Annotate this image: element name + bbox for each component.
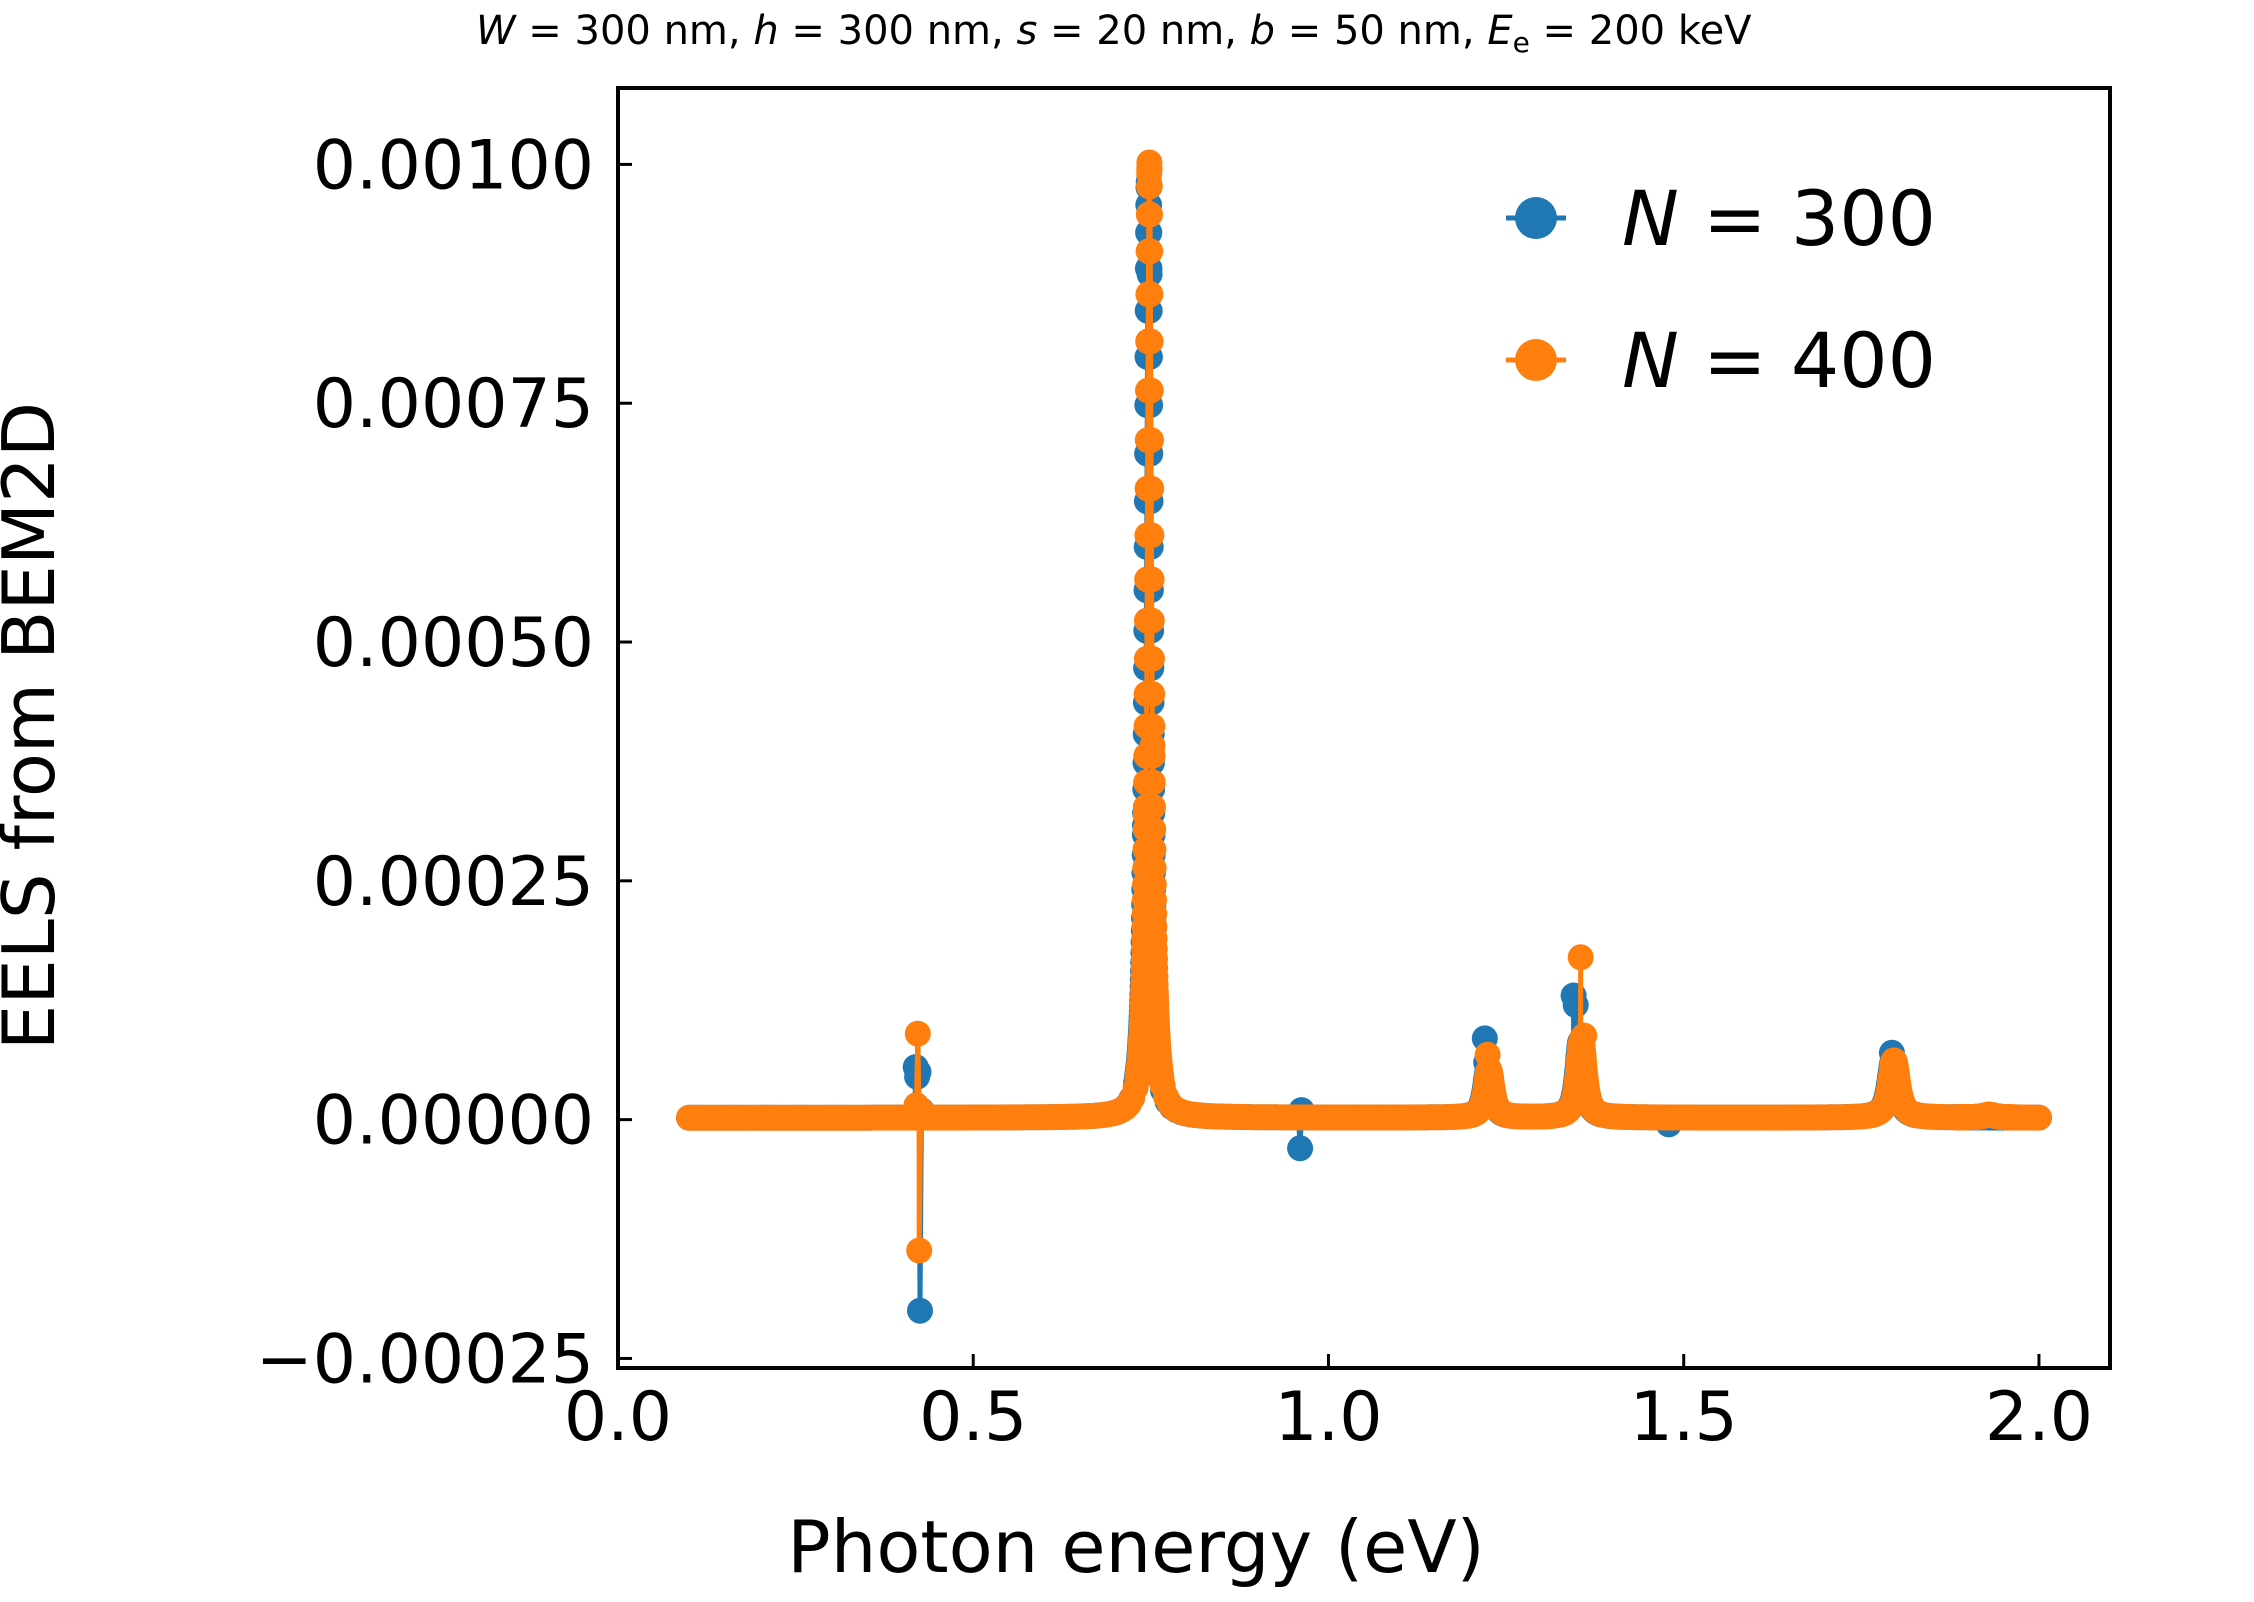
- y-tick-label: 0.00075: [313, 365, 594, 444]
- title-text: W = 300 nm, h = 300 nm, s = 20 nm, b = 5…: [476, 8, 1752, 59]
- title-part: = 20 nm,: [1037, 8, 1249, 54]
- data-point: [1138, 566, 1165, 593]
- legend-value: = 400: [1679, 316, 1936, 405]
- y-tick-label: 0.00025: [313, 843, 594, 922]
- chart-title: W = 300 nm, h = 300 nm, s = 20 nm, b = 5…: [476, 8, 1752, 59]
- title-part: W: [476, 8, 517, 54]
- axes-frame: [616, 86, 2112, 1370]
- x-tick-label: 1.0: [1274, 1378, 1382, 1457]
- legend-value: = 300: [1679, 174, 1936, 263]
- y-axis-label: EELS from BEM2D: [0, 402, 71, 1050]
- data-point: [1137, 201, 1163, 228]
- title-part: E: [1487, 8, 1513, 54]
- data-point: [1139, 769, 1166, 796]
- x-tick-label: 0.5: [919, 1378, 1027, 1457]
- data-point: [1140, 793, 1166, 820]
- y-tick-label: 0.00000: [313, 1082, 594, 1161]
- legend-symbol: N: [1622, 316, 1679, 405]
- axes: [616, 86, 2112, 1370]
- x-tick-label: 2.0: [1985, 1378, 2093, 1457]
- legend-marker: [1515, 339, 1557, 381]
- legend-entry-n400: N = 400: [1506, 316, 1936, 405]
- title-part: = 300 nm,: [516, 8, 754, 54]
- plot-series: [676, 149, 2052, 1324]
- series-n400: [676, 149, 2052, 1264]
- data-point: [2026, 1104, 2052, 1131]
- data-point: [1562, 992, 1589, 1018]
- title-part: h: [753, 8, 778, 54]
- data-point: [1140, 836, 1167, 863]
- legend-entry-n300: N = 300: [1506, 174, 1936, 263]
- title-part: s: [1016, 8, 1037, 54]
- legend-symbol: N: [1622, 174, 1679, 263]
- data-point: [1138, 427, 1164, 454]
- title-part: b: [1250, 8, 1275, 54]
- y-tick-label: 0.00050: [313, 604, 594, 683]
- data-point: [1140, 816, 1167, 843]
- data-point: [904, 1020, 931, 1047]
- data-point: [1136, 173, 1163, 200]
- data-point: [1138, 475, 1165, 502]
- data-point: [906, 1237, 933, 1264]
- legend-label: N = 300: [1622, 174, 1936, 263]
- x-axis-label: Photon energy (eV): [787, 1505, 1484, 1589]
- data-point: [1567, 944, 1594, 971]
- data-point: [1287, 1135, 1314, 1162]
- data-point: [1139, 645, 1165, 672]
- y-tick-label: −0.00025: [256, 1320, 594, 1399]
- x-tick-label: 1.5: [1630, 1378, 1738, 1457]
- data-point: [1137, 328, 1164, 355]
- title-part: = 300 nm,: [779, 8, 1017, 54]
- y-ticks: −0.00025 0.00000 0.00025 0.00050 0.00075 0.00…: [256, 126, 632, 1399]
- legend-label: N = 400: [1622, 316, 1936, 405]
- title-part: = 50 nm,: [1275, 8, 1487, 54]
- data-point: [1571, 1022, 1598, 1049]
- data-point: [1137, 377, 1164, 404]
- x-ticks: 0.0 0.5 1.0 1.5 2.0: [564, 1354, 2093, 1457]
- title-part: e: [1513, 26, 1530, 59]
- data-point: [1139, 681, 1166, 707]
- x-tick-label: 0.0: [564, 1378, 672, 1457]
- data-point: [1139, 742, 1166, 769]
- data-point: [907, 1297, 933, 1324]
- title-part: = 200 keV: [1530, 8, 1752, 54]
- data-point: [1138, 607, 1165, 634]
- legend-marker: [1515, 197, 1557, 239]
- data-point: [1137, 238, 1164, 265]
- data-point: [1137, 281, 1164, 308]
- y-tick-label: 0.00100: [313, 126, 594, 205]
- data-point: [1138, 522, 1165, 549]
- data-point: [1139, 713, 1166, 740]
